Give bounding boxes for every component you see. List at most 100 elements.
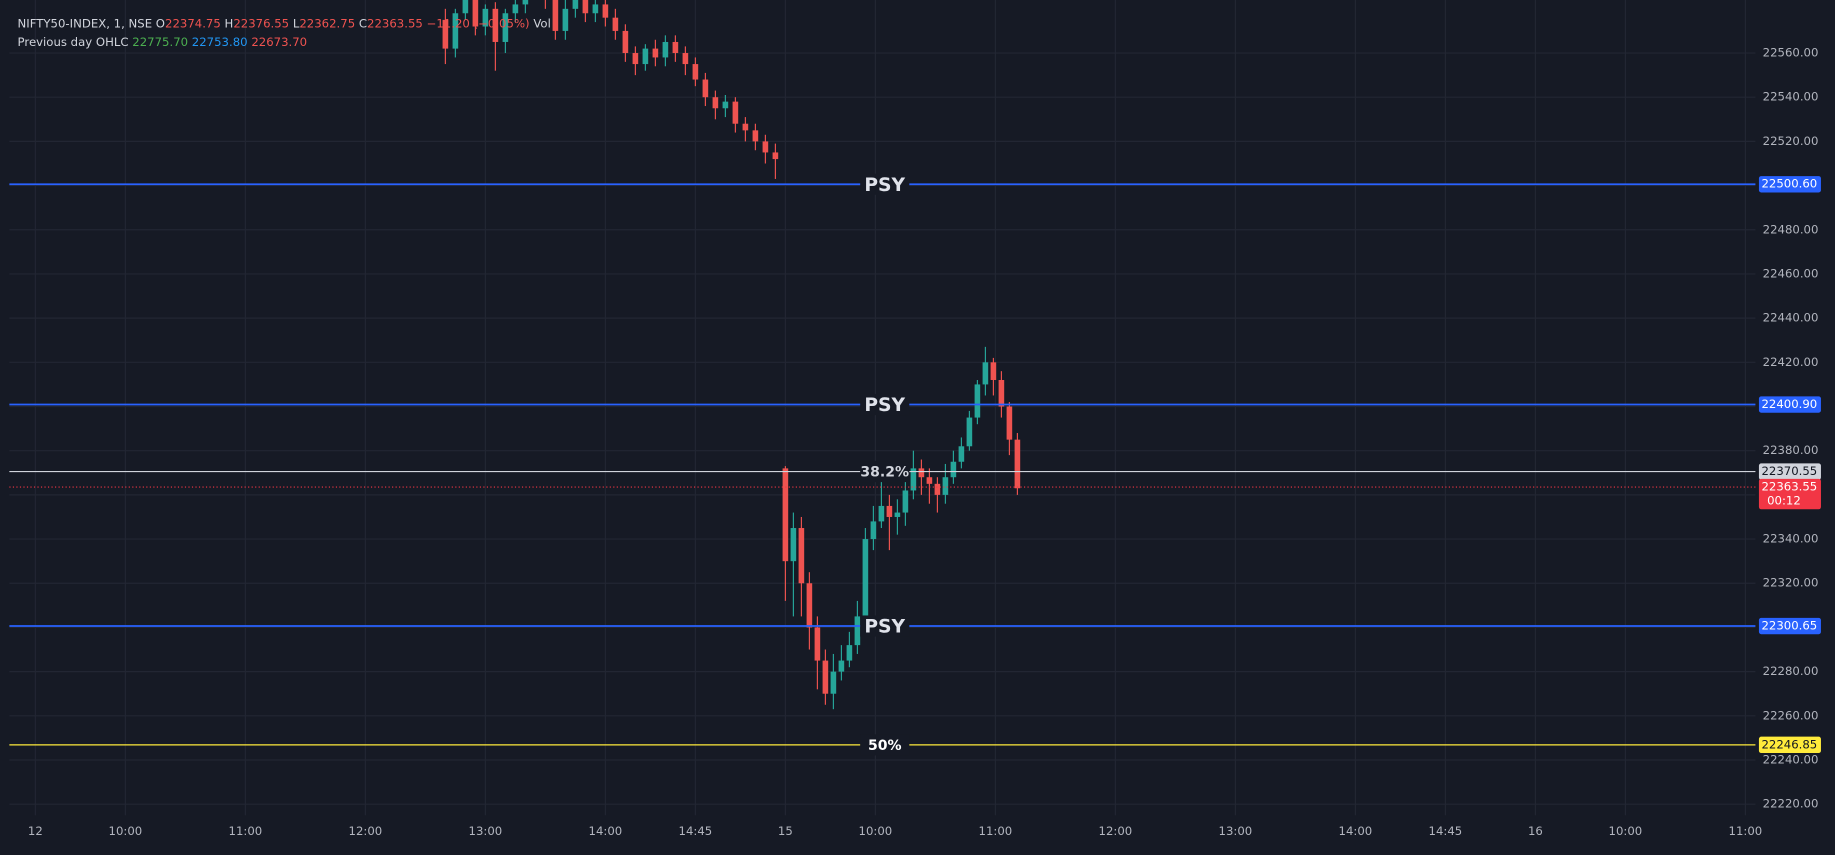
x-tick-label: 13:00 [469,824,503,838]
candle-body [846,645,853,661]
level-label-bg [860,173,910,195]
candle-body [982,362,989,385]
level-label: 50% [868,738,902,754]
candle-body [662,41,669,58]
x-tick-label: 15 [778,824,793,838]
candle-body [990,362,997,380]
candle-body [592,4,599,14]
candle-body [602,4,609,18]
x-tick-label: 10:00 [859,824,893,838]
header-row: NIFTY50-INDEX, 1, NSE O22374.75 H22376.5… [18,16,551,30]
prev-row: Previous day OHLC 22775.70 22753.80 2267… [18,35,308,49]
change: −11.20 (−0.05%) [427,16,530,30]
o-label: O [156,16,165,30]
candle-body [672,41,679,54]
candle-body [974,384,981,418]
candle-body [790,528,797,562]
plot-area [442,0,1021,710]
x-tick-label: 12 [28,824,43,838]
vol-label: Vol [533,16,551,30]
countdown: 00:12 [1767,494,1801,508]
candle-body [878,505,885,522]
price-badge [1758,617,1821,635]
candle-body [950,461,957,478]
prev-value: 22775.70 [132,35,188,49]
candle-body [752,130,759,142]
l-value: 22362.75 [299,16,355,30]
candle-body [482,8,489,27]
candle-body [934,483,941,495]
candle-body [838,660,845,672]
x-tick-label: 14:00 [1339,824,1373,838]
candle-body [782,468,789,562]
level-label-bg [860,734,910,756]
y-tick-label: 22420.00 [1763,355,1819,369]
o-value: 22374.75 [165,16,221,30]
x-tick-label: 11:00 [979,824,1013,838]
candle-body [862,539,869,617]
candle-body [830,671,837,694]
candle-body [502,13,509,42]
x-tick-label: 14:45 [679,824,713,838]
candle-body [798,528,805,584]
price-badge [1758,176,1821,193]
price-badge-label: 22300.65 [1761,619,1817,633]
overlay: 22220.0022240.0022260.0022280.0022300.00… [9,46,1821,838]
y-tick-label: 22440.00 [1763,311,1819,325]
prev-value: 22673.70 [251,35,307,49]
candle-body [762,141,769,153]
candle-body [582,0,589,14]
candle-body [1006,406,1013,440]
candle-body [902,490,909,513]
prev-label: Previous day OHLC [18,35,129,49]
x-tick-label: 13:00 [1219,824,1253,838]
price-badge-label: 22246.85 [1761,737,1817,751]
x-tick-label: 10:00 [109,824,143,838]
level-label: 38.2% [860,465,909,481]
candle-body [632,53,639,65]
candle-body [682,53,689,65]
candle-body [642,48,649,65]
h-value: 22376.55 [233,16,289,30]
prev-value: 22753.80 [192,35,248,49]
x-tick-label: 11:00 [229,824,263,838]
candle-body [462,0,469,14]
level-label: PSY [864,395,905,416]
candle-body [572,0,579,9]
x-tick-label: 14:00 [589,824,623,838]
candle-body [652,48,659,58]
candle-body [1014,439,1021,489]
candle-body [854,616,861,646]
y-tick-label: 22480.00 [1763,222,1819,236]
candle-body [442,19,449,49]
level-label: PSY [864,617,905,638]
candle-body [622,30,629,54]
candle-body [822,660,829,694]
y-tick-label: 22340.00 [1763,532,1819,546]
candle-body [452,13,459,49]
candle-body [692,64,699,80]
y-tick-label: 22240.00 [1763,753,1819,767]
candle-body [814,627,821,661]
y-tick-label: 22280.00 [1763,664,1819,678]
last-price-label: 22363.55 [1761,480,1817,494]
level-label-bg [860,461,910,483]
y-tick-label: 22320.00 [1763,576,1819,590]
candle-body [772,152,779,160]
candle-body [742,123,749,131]
candle-body [806,583,813,628]
c-value: 22363.55 [367,16,423,30]
price-badge [1758,736,1821,754]
candle-body [722,101,729,109]
x-tick-label: 12:00 [349,824,383,838]
candle-body [942,477,949,495]
h-label: H [225,16,234,30]
grid [9,0,1756,816]
price-badge [1758,463,1821,480]
candle-body [870,521,877,540]
x-tick-label: 10:00 [1609,824,1643,838]
candle-body [552,0,559,31]
candle-body [562,8,569,31]
